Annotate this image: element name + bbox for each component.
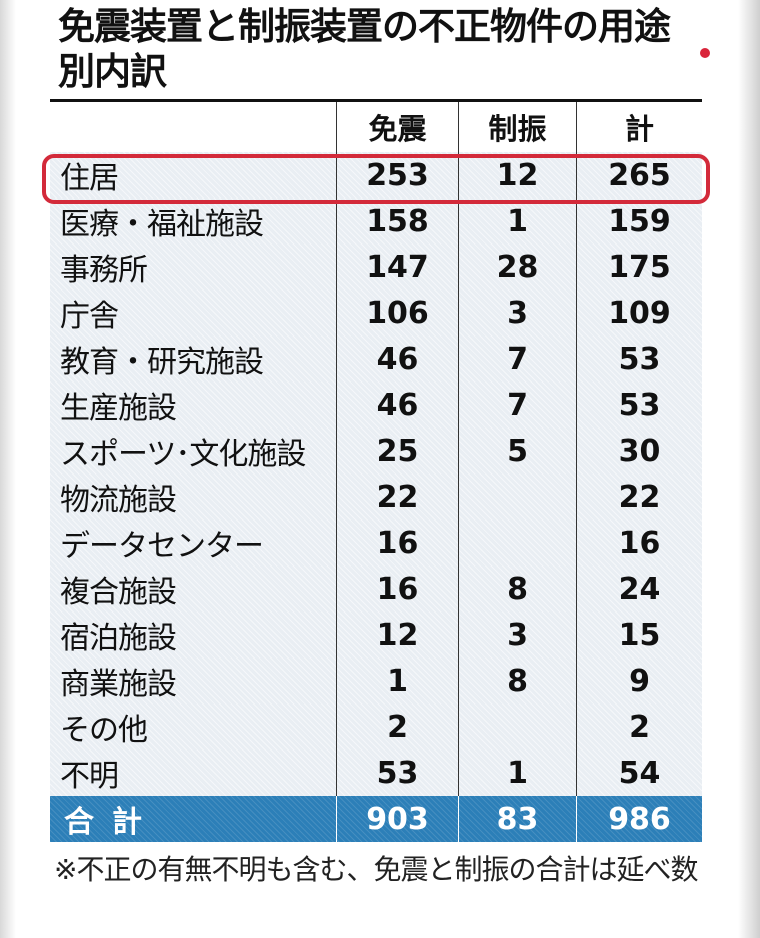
row-label: データセンター	[60, 529, 264, 564]
total-label: 合計	[64, 805, 160, 840]
row-label: スポーツ･文化施設	[60, 437, 306, 472]
cell-menshin: 158	[336, 198, 458, 244]
table-row: 宿泊施設 12 3 15	[50, 612, 702, 658]
row-label: 事務所	[60, 253, 148, 288]
cell-total: 22	[576, 474, 702, 520]
cell-menshin: 2	[336, 704, 458, 750]
column-header-seishin: 制振	[458, 102, 576, 152]
header-row: 免震 制振 計	[50, 102, 702, 152]
cell-seishin: 3	[458, 290, 576, 336]
cell-menshin: 53	[336, 750, 458, 796]
title-rule	[50, 99, 702, 102]
row-label: 複合施設	[60, 575, 177, 610]
total-seishin: 83	[458, 796, 576, 842]
row-label: 不明	[60, 759, 119, 794]
table-row: 物流施設 22 22	[50, 474, 702, 520]
row-label: 商業施設	[60, 667, 177, 702]
cell-seishin: 3	[458, 612, 576, 658]
table-row: データセンター 16 16	[50, 520, 702, 566]
page-shadow-right	[738, 0, 760, 938]
table-row: 医療・福祉施設 158 1 159	[50, 198, 702, 244]
cell-seishin	[458, 520, 576, 566]
cell-seishin: 28	[458, 244, 576, 290]
cell-total: 53	[576, 382, 702, 428]
cell-total: 265	[576, 152, 702, 198]
data-table: 免震 制振 計 住居 253 12 265 医療・福祉施設 158 1 159 事務所 147 28…	[50, 102, 702, 842]
row-label: その他	[60, 713, 148, 748]
cell-seishin: 5	[458, 428, 576, 474]
cell-total: 9	[576, 658, 702, 704]
chart-title: 免震装置と制振装置の不正物件の用途別内訳	[58, 5, 671, 93]
cell-menshin: 16	[336, 566, 458, 612]
cell-menshin: 106	[336, 290, 458, 336]
cell-seishin: 1	[458, 750, 576, 796]
cell-seishin: 8	[458, 658, 576, 704]
table-row: 住居 253 12 265	[50, 152, 702, 198]
cell-seishin: 1	[458, 198, 576, 244]
cell-menshin: 46	[336, 382, 458, 428]
table-row: 庁舎 106 3 109	[50, 290, 702, 336]
cell-menshin: 1	[336, 658, 458, 704]
cell-total: 54	[576, 750, 702, 796]
table-row: 教育・研究施設 46 7 53	[50, 336, 702, 382]
total-row: 合計 903 83 986	[50, 796, 702, 842]
cell-total: 159	[576, 198, 702, 244]
cell-menshin: 25	[336, 428, 458, 474]
row-label: 庁舎	[60, 299, 119, 334]
cell-total: 30	[576, 428, 702, 474]
cell-total: 175	[576, 244, 702, 290]
row-label: 生産施設	[60, 391, 177, 426]
cell-total: 16	[576, 520, 702, 566]
cell-total: 24	[576, 566, 702, 612]
total-menshin: 903	[336, 796, 458, 842]
cell-menshin: 46	[336, 336, 458, 382]
cell-seishin: 7	[458, 336, 576, 382]
cell-total: 53	[576, 336, 702, 382]
cell-seishin: 7	[458, 382, 576, 428]
cell-seishin	[458, 474, 576, 520]
footnote: ※不正の有無不明も含む、免震と制振の合計は延べ数	[54, 853, 698, 886]
page-shadow-left	[0, 0, 16, 938]
cell-total: 2	[576, 704, 702, 750]
cell-seishin	[458, 704, 576, 750]
red-dot-marker	[700, 48, 710, 58]
column-header-menshin: 免震	[336, 102, 458, 152]
cell-seishin: 8	[458, 566, 576, 612]
table-row: 事務所 147 28 175	[50, 244, 702, 290]
row-label: 医療・福祉施設	[60, 207, 264, 242]
table-row: スポーツ･文化施設 25 5 30	[50, 428, 702, 474]
cell-total: 109	[576, 290, 702, 336]
table-body: 住居 253 12 265 医療・福祉施設 158 1 159 事務所 147 28 175 庁舎 106…	[50, 152, 702, 796]
table-row: その他 2 2	[50, 704, 702, 750]
cell-menshin: 253	[336, 152, 458, 198]
cell-menshin: 22	[336, 474, 458, 520]
table-row: 生産施設 46 7 53	[50, 382, 702, 428]
column-header-label	[50, 102, 336, 152]
table-row: 不明 53 1 54	[50, 750, 702, 796]
table-row: 商業施設 1 8 9	[50, 658, 702, 704]
row-label: 宿泊施設	[60, 621, 177, 656]
cell-total: 15	[576, 612, 702, 658]
cell-menshin: 147	[336, 244, 458, 290]
row-label: 住居	[60, 161, 119, 196]
cell-seishin: 12	[458, 152, 576, 198]
column-header-total: 計	[576, 102, 702, 152]
cell-menshin: 16	[336, 520, 458, 566]
total-sum: 986	[576, 796, 702, 842]
table-row: 複合施設 16 8 24	[50, 566, 702, 612]
row-label: 物流施設	[60, 483, 177, 518]
cell-menshin: 12	[336, 612, 458, 658]
row-label: 教育・研究施設	[60, 345, 264, 380]
